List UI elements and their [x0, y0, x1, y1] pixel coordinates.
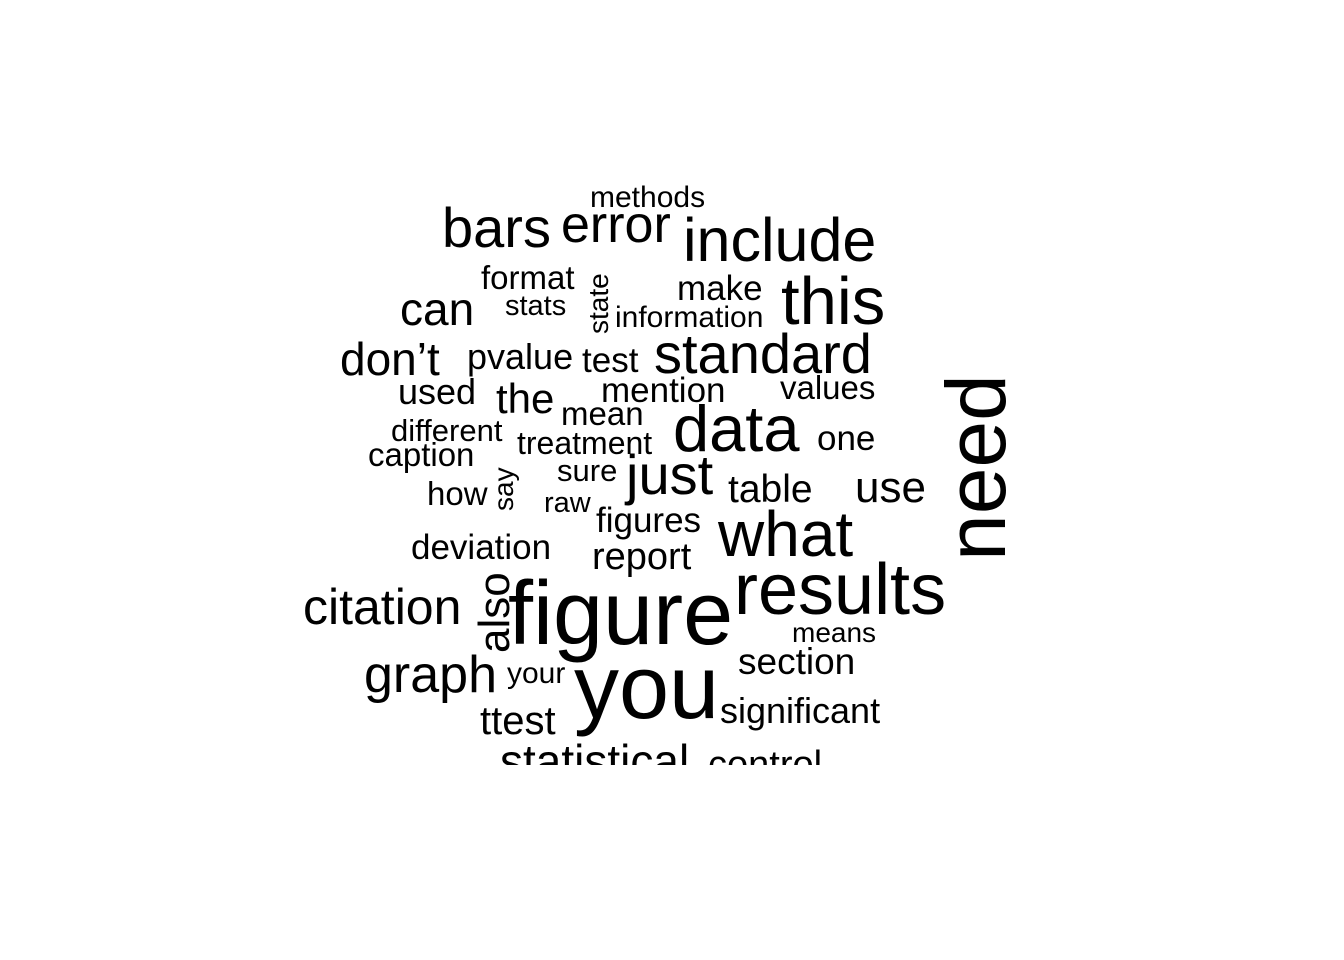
word-this: this	[781, 264, 886, 339]
word-your: your	[507, 657, 566, 690]
word-how: how	[427, 475, 488, 512]
word-stats: stats	[505, 290, 567, 322]
word-treatment: treatment	[517, 425, 653, 461]
word-make: make	[677, 269, 763, 308]
word-mean: mean	[561, 395, 644, 432]
word-bars: bars	[442, 196, 551, 259]
word-significant: significant	[720, 690, 881, 731]
word-report: report	[592, 536, 692, 578]
word-one: one	[817, 419, 876, 458]
word-control: control	[708, 744, 823, 765]
word-you: you	[574, 638, 720, 738]
word-can: can	[400, 283, 475, 335]
word-error: error	[561, 196, 671, 254]
word-caption: caption	[368, 436, 475, 473]
word-different: different	[391, 413, 503, 448]
word-methods: methods	[590, 181, 706, 214]
word-section: section	[738, 641, 856, 682]
word-include: include	[683, 206, 877, 274]
word-statistical: statistical	[500, 735, 690, 765]
word-graph: graph	[364, 646, 497, 704]
word-cloud: methods bars error include format state …	[303, 181, 1023, 766]
word-data: data	[673, 392, 800, 465]
word-sure: sure	[557, 453, 618, 488]
word-standard: standard	[654, 322, 872, 385]
word-use: use	[855, 463, 926, 512]
word-state: state	[583, 273, 614, 334]
word-mention: mention	[601, 371, 726, 410]
word-figures: figures	[596, 501, 702, 540]
word-deviation: deviation	[411, 528, 552, 567]
word-means: means	[792, 617, 877, 648]
word-say: say	[488, 467, 519, 511]
word-format: format	[481, 259, 575, 296]
word-need: need	[929, 374, 1023, 561]
word-table: table	[728, 468, 813, 511]
word-the: the	[496, 375, 555, 422]
word-what: what	[718, 498, 854, 570]
word-just: just	[626, 443, 714, 506]
word-raw: raw	[544, 487, 591, 519]
word-pvalue: pvalue	[467, 336, 574, 377]
word-ttest: ttest	[480, 699, 556, 743]
word-citation: citation	[303, 579, 462, 635]
word-used: used	[398, 371, 477, 412]
word-dont: don’t	[340, 333, 440, 385]
word-results: results	[734, 550, 947, 630]
word-information: information	[615, 301, 764, 334]
word-test: test	[582, 341, 639, 380]
word-figure: figure	[508, 564, 734, 664]
word-values: values	[780, 369, 876, 406]
